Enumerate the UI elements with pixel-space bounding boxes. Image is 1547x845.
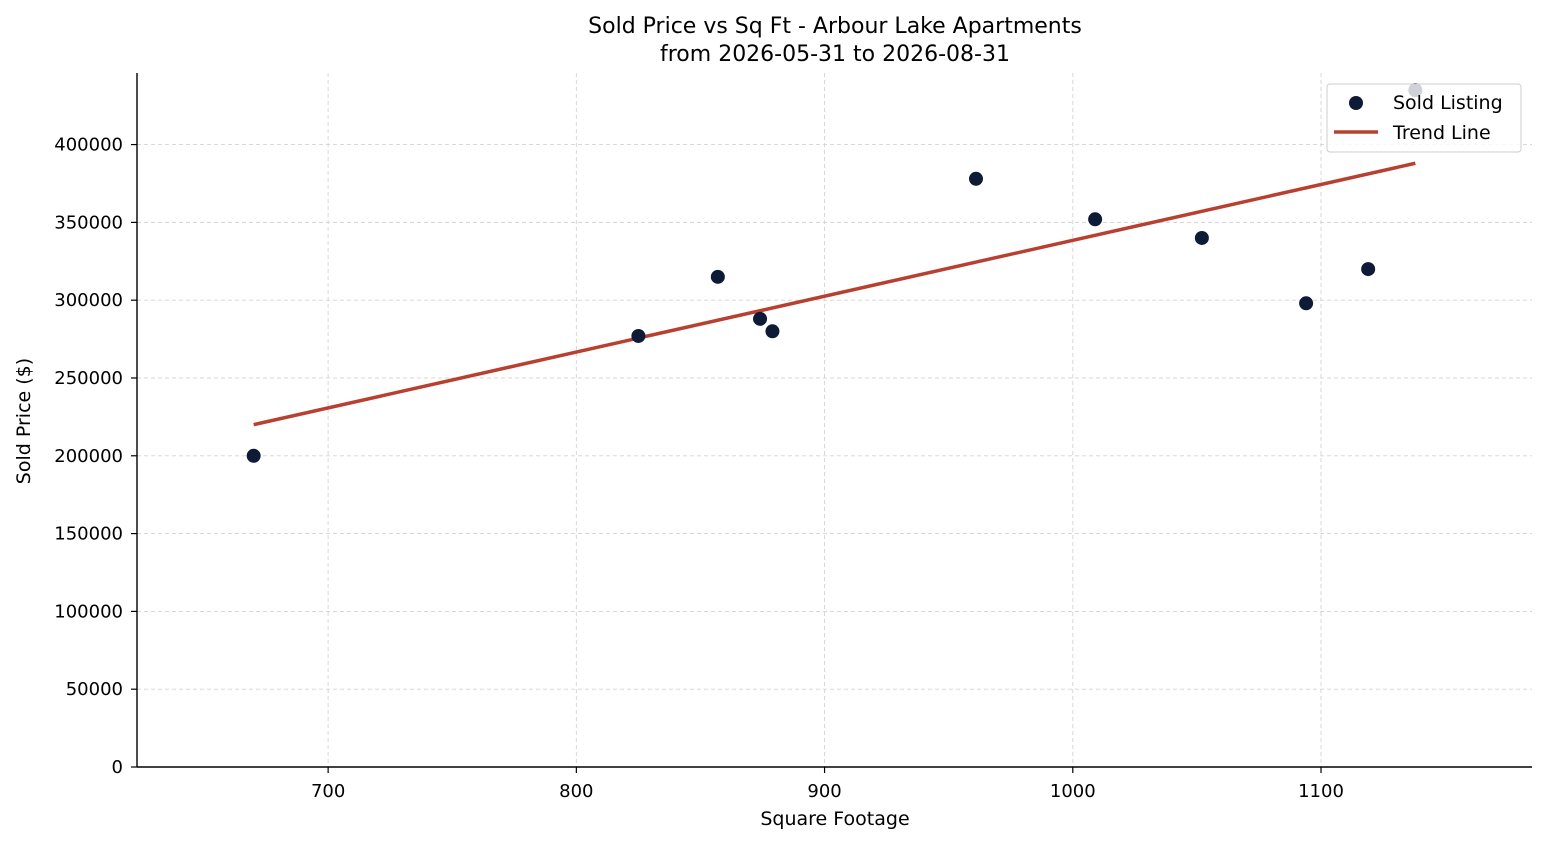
data-point-6 [1088,212,1103,227]
data-point-1 [631,328,646,343]
y-tick-label-350000: 350000 [54,212,123,233]
grid-lines [137,73,1532,768]
legend-marker-sold-listing [1349,96,1363,110]
y-tick-label-50000: 50000 [66,679,123,700]
series-layer [246,83,1423,463]
legend-box [1326,83,1522,153]
x-axis-ticks: 700 800 900 1000 1100 [311,767,1344,802]
y-tick-label-100000: 100000 [54,601,123,622]
x-tick-label-700: 700 [311,781,345,802]
data-point-7 [1194,230,1209,245]
x-tick-label-1000: 1000 [1050,781,1096,802]
x-axis-label: Square Footage [760,808,909,830]
y-tick-label-150000: 150000 [54,524,123,545]
y-tick-label-300000: 300000 [54,290,123,311]
data-point-0 [246,448,261,463]
data-point-2 [710,269,725,284]
legend-label-trend-line: Trend Line [1392,122,1491,144]
data-point-8 [1299,296,1314,311]
data-point-5 [968,171,983,186]
legend-label-sold-listing: Sold Listing [1393,92,1503,114]
chart-title: Sold Price vs Sq Ft - Arbour Lake Apartm… [588,14,1082,39]
data-point-9 [1361,262,1376,277]
x-tick-label-1100: 1100 [1298,781,1344,802]
chart-subtitle: from 2026-05-31 to 2026-08-31 [660,42,1010,67]
y-tick-label-0: 0 [112,757,123,778]
x-tick-label-800: 800 [559,781,593,802]
data-point-4 [765,324,780,339]
y-axis-ticks: 0 50000 100000 150000 200000 250000 300000 3500… [54,135,137,778]
x-tick-label-900: 900 [807,781,841,802]
y-tick-label-250000: 250000 [54,368,123,389]
axes [136,73,1532,768]
y-tick-label-200000: 200000 [54,446,123,467]
data-point-3 [753,311,768,326]
trend-line [253,161,1416,427]
y-tick-label-400000: 400000 [54,135,123,156]
y-axis-label: Sold Price ($) [13,358,35,484]
legend: Sold Listing Trend Line [1326,83,1522,153]
